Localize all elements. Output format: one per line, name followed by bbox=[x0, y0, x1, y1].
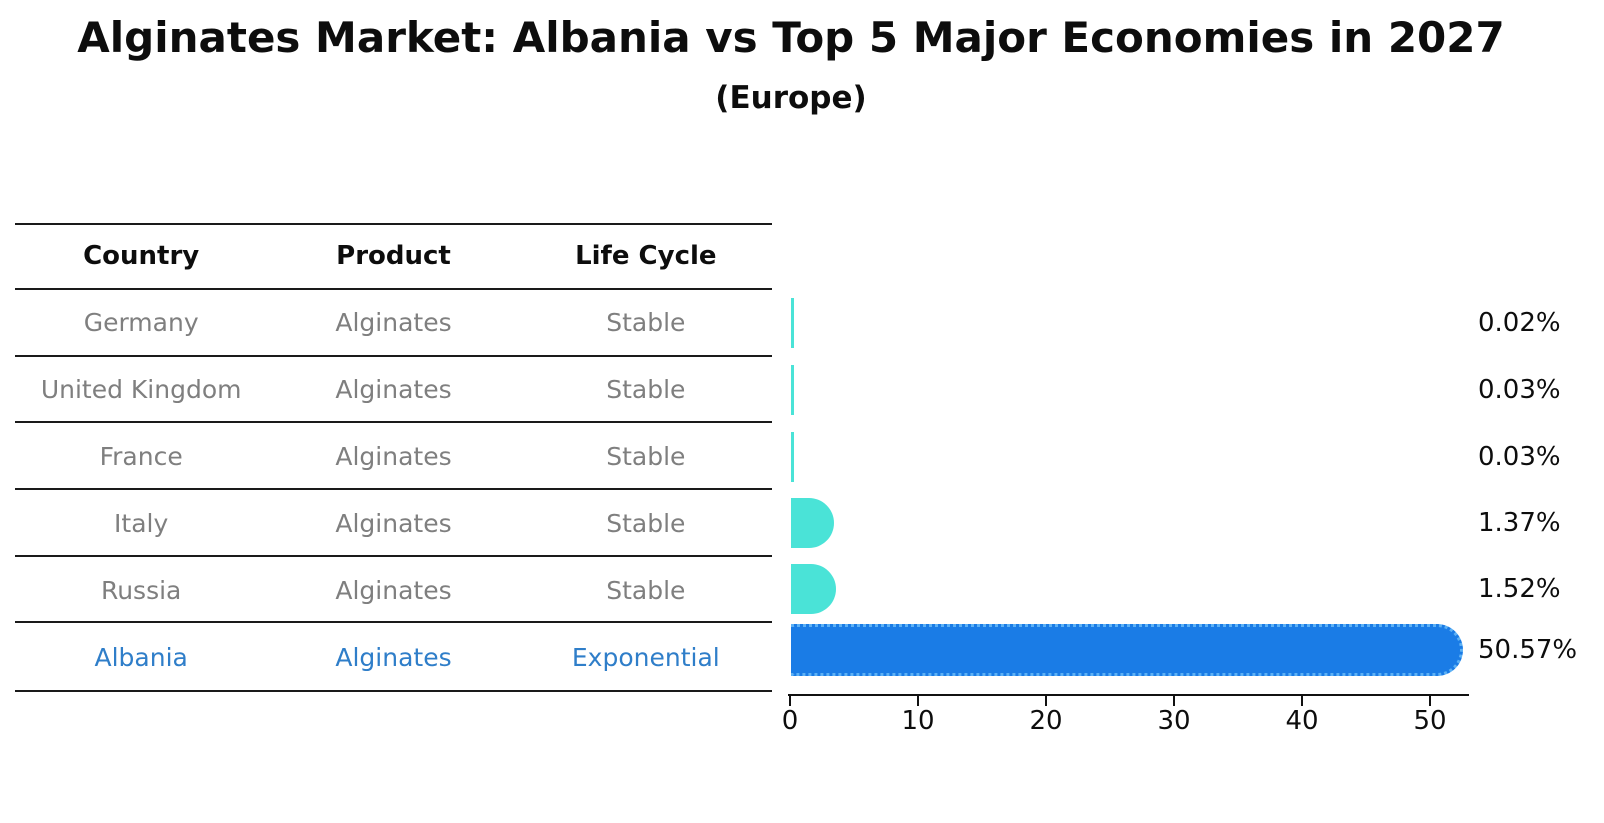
table-row-france: France Alginates Stable bbox=[15, 440, 772, 474]
table-row-italy: Italy Alginates Stable bbox=[15, 507, 772, 541]
x-axis-tick bbox=[1429, 694, 1431, 706]
value-label-united-kingdom: 0.03% bbox=[1478, 375, 1561, 405]
x-axis-tick bbox=[917, 694, 919, 706]
cell-life-cycle: Stable bbox=[606, 375, 686, 404]
table-row-border bbox=[15, 555, 772, 557]
column-header-product: Product bbox=[336, 241, 451, 271]
x-axis-tick bbox=[789, 694, 791, 706]
value-label-albania: 50.57% bbox=[1478, 635, 1578, 665]
cell-country: Russia bbox=[100, 576, 182, 605]
chart-title: Alginates Market: Albania vs Top 5 Major… bbox=[77, 13, 1505, 62]
value-label-italy: 1.37% bbox=[1478, 508, 1561, 538]
cell-country: Italy bbox=[114, 509, 169, 538]
value-label-russia: 1.52% bbox=[1478, 574, 1561, 604]
table-top-border bbox=[15, 223, 772, 225]
bar-albania bbox=[791, 624, 1463, 676]
cell-country: Albania bbox=[94, 643, 188, 672]
table-row-united-kingdom: United Kingdom Alginates Stable bbox=[15, 373, 772, 407]
table-bottom-border bbox=[15, 690, 772, 692]
bar-france bbox=[791, 432, 794, 482]
table-row-border bbox=[15, 355, 772, 357]
table-row-russia: Russia Alginates Stable bbox=[15, 574, 772, 608]
x-axis-tick bbox=[1173, 694, 1175, 706]
chart-subtitle: (Europe) bbox=[715, 80, 867, 116]
cell-country: United Kingdom bbox=[40, 375, 242, 404]
cell-country: France bbox=[99, 442, 183, 471]
x-axis-tick-label: 0 bbox=[781, 706, 799, 736]
cell-country: Germany bbox=[83, 308, 199, 337]
cell-product: Alginates bbox=[335, 643, 452, 672]
table-header-row: Country Product Life Cycle bbox=[15, 239, 772, 273]
x-axis-tick-label: 30 bbox=[1157, 706, 1191, 736]
cell-life-cycle: Stable bbox=[606, 442, 686, 471]
cell-life-cycle: Stable bbox=[606, 308, 686, 337]
table-row-germany: Germany Alginates Stable bbox=[15, 306, 772, 340]
column-header-life-cycle: Life Cycle bbox=[575, 241, 717, 271]
table-row-border bbox=[15, 621, 772, 623]
cell-life-cycle: Stable bbox=[606, 576, 686, 605]
table-header-border bbox=[15, 288, 772, 290]
table-row-border bbox=[15, 421, 772, 423]
cell-product: Alginates bbox=[335, 375, 452, 404]
cell-product: Alginates bbox=[335, 442, 452, 471]
x-axis-tick-label: 20 bbox=[1029, 706, 1063, 736]
cell-product: Alginates bbox=[335, 576, 452, 605]
value-label-france: 0.03% bbox=[1478, 442, 1561, 472]
cell-life-cycle: Stable bbox=[606, 509, 686, 538]
x-axis-tick bbox=[1301, 694, 1303, 706]
x-axis-tick-label: 50 bbox=[1413, 706, 1447, 736]
bar-united-kingdom bbox=[791, 365, 794, 415]
value-label-germany: 0.02% bbox=[1478, 308, 1561, 338]
bar-italy bbox=[791, 498, 834, 548]
column-header-country: Country bbox=[83, 241, 200, 271]
bar-germany bbox=[791, 298, 794, 348]
cell-product: Alginates bbox=[335, 308, 452, 337]
x-axis-tick bbox=[1045, 694, 1047, 706]
cell-product: Alginates bbox=[335, 509, 452, 538]
x-axis-line bbox=[788, 694, 1469, 696]
x-axis-tick-label: 40 bbox=[1285, 706, 1319, 736]
table-row-albania: Albania Alginates Exponential bbox=[15, 641, 772, 675]
x-axis-tick-label: 10 bbox=[901, 706, 935, 736]
bar-russia bbox=[791, 564, 836, 614]
table-row-border bbox=[15, 488, 772, 490]
cell-life-cycle: Exponential bbox=[571, 643, 720, 672]
